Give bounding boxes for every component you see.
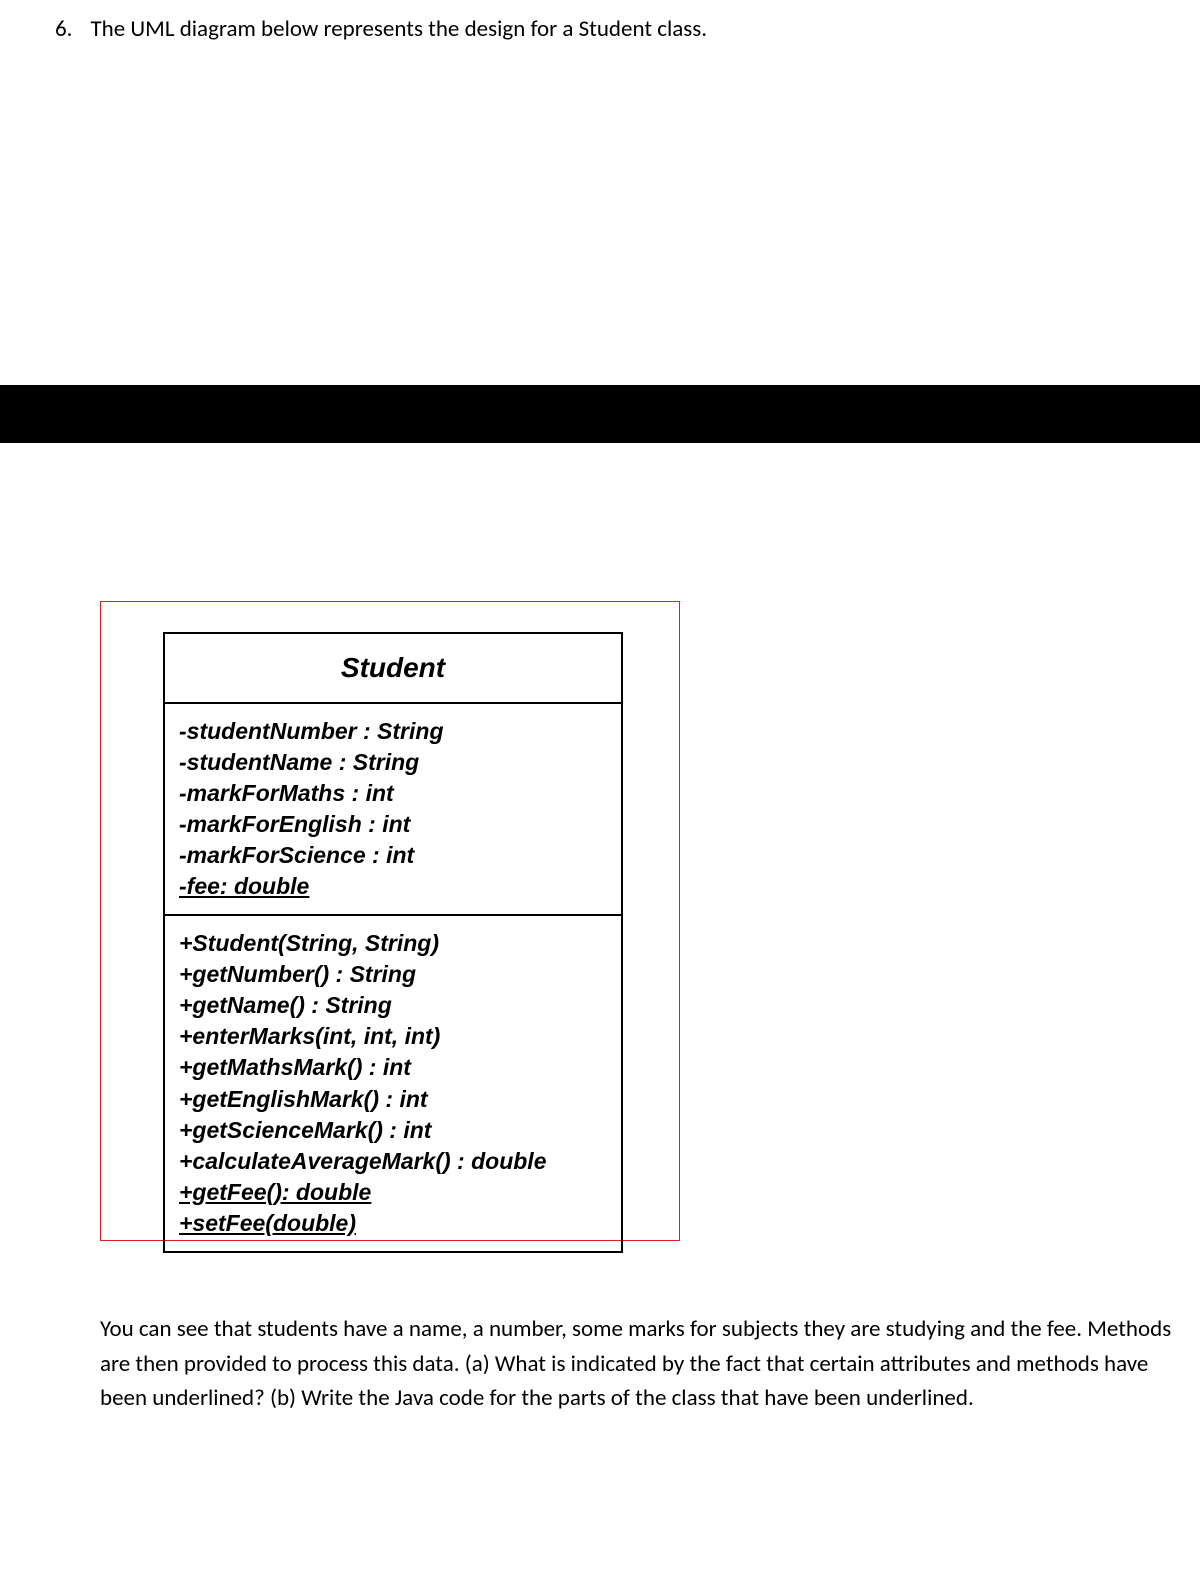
uml-method: +getNumber() : String — [179, 959, 607, 990]
uml-method: +getMathsMark() : int — [179, 1052, 607, 1083]
uml-attributes-section: -studentNumber : String-studentName : St… — [165, 704, 621, 916]
uml-method: +Student(String, String) — [179, 928, 607, 959]
uml-methods-section: +Student(String, String)+getNumber() : S… — [165, 916, 621, 1250]
uml-method: +setFee(double) — [179, 1208, 607, 1239]
uml-method: +getName() : String — [179, 990, 607, 1021]
separator-bar — [0, 385, 1200, 443]
uml-attribute: -fee: double — [179, 871, 607, 902]
uml-method: +getScienceMark() : int — [179, 1115, 607, 1146]
uml-method: +calculateAverageMark() : double — [179, 1146, 607, 1177]
uml-attribute: -studentNumber : String — [179, 716, 607, 747]
uml-attribute: -studentName : String — [179, 747, 607, 778]
question-number: 6. — [55, 15, 72, 43]
diagram-container: Student -studentNumber : String-studentN… — [100, 601, 680, 1241]
uml-attribute: -markForScience : int — [179, 840, 607, 871]
uml-method: +getFee(): double — [179, 1177, 607, 1208]
question-body-text: You can see that students have a name, a… — [100, 1312, 1190, 1416]
uml-method: +enterMarks(int, int, int) — [179, 1021, 607, 1052]
uml-class-box: Student -studentNumber : String-studentN… — [163, 632, 623, 1253]
question-header: 6. The UML diagram below represents the … — [55, 15, 707, 43]
uml-method: +getEnglishMark() : int — [179, 1084, 607, 1115]
question-text: The UML diagram below represents the des… — [90, 15, 707, 43]
uml-class-name: Student — [165, 634, 621, 704]
uml-attribute: -markForEnglish : int — [179, 809, 607, 840]
uml-attribute: -markForMaths : int — [179, 778, 607, 809]
